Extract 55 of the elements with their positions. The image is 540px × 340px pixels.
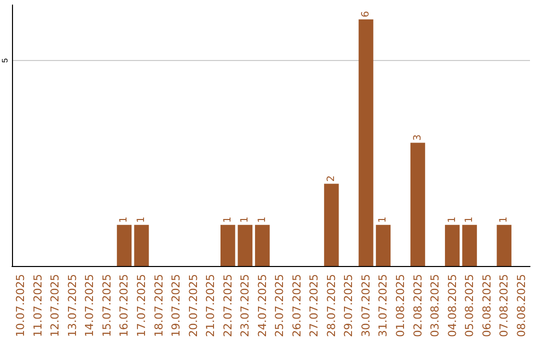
x-tick-label: 13.07.2025 xyxy=(66,274,79,338)
bar xyxy=(462,224,477,266)
x-tick-label: 14.07.2025 xyxy=(83,274,96,338)
data-label: 6 xyxy=(360,11,372,18)
x-tick-label: 05.08.2025 xyxy=(463,274,476,338)
x-tick-label: 26.07.2025 xyxy=(290,274,304,338)
bar xyxy=(496,224,512,266)
x-tick-label: 28.07.2025 xyxy=(324,274,338,338)
x-tick-label: 25.07.2025 xyxy=(273,274,286,338)
x-tick-label: 17.07.2025 xyxy=(135,274,148,338)
bar xyxy=(238,224,252,266)
x-tick-label: 24.07.2025 xyxy=(256,274,269,338)
x-tick-label: 02.08.2025 xyxy=(411,274,424,338)
bar xyxy=(134,224,149,266)
x-tick-label: 23.07.2025 xyxy=(238,274,252,338)
data-label: 1 xyxy=(378,216,389,223)
bar xyxy=(410,142,426,266)
x-tick-label: 12.07.2025 xyxy=(48,274,62,338)
data-label: 1 xyxy=(256,216,268,223)
x-tick-label: 30.07.2025 xyxy=(359,274,372,338)
bar xyxy=(116,224,132,266)
data-label: 3 xyxy=(412,134,424,141)
x-tick-label: 03.08.2025 xyxy=(428,274,442,338)
x-tick-label: 22.07.2025 xyxy=(221,274,234,338)
x-tick-label: 08.08.2025 xyxy=(514,274,528,338)
data-label: 1 xyxy=(446,216,458,223)
data-label: 1 xyxy=(464,216,476,223)
x-tick-label: 16.07.2025 xyxy=(118,274,131,338)
x-tick-label: 27.07.2025 xyxy=(308,274,321,338)
data-label: 1 xyxy=(118,216,130,223)
x-tick-label: 06.08.2025 xyxy=(480,274,494,338)
x-tick-label: 20.07.2025 xyxy=(186,274,200,338)
x-tick-label: 10.07.2025 xyxy=(14,274,28,338)
bar xyxy=(376,224,391,266)
x-tick-label: 07.08.2025 xyxy=(498,274,511,338)
data-label: 2 xyxy=(326,175,337,182)
bar xyxy=(444,224,460,266)
x-tick-label: 18.07.2025 xyxy=(152,274,166,338)
bar xyxy=(358,19,374,266)
x-tick-label: 31.07.2025 xyxy=(376,274,390,338)
bar xyxy=(255,224,270,266)
y-tick-label: 5 xyxy=(0,58,10,63)
data-label: 1 xyxy=(136,216,147,223)
x-tick-label: 21.07.2025 xyxy=(204,274,218,338)
bar xyxy=(220,224,236,266)
x-tick-label: 01.08.2025 xyxy=(394,274,407,338)
x-tick-label: 04.08.2025 xyxy=(446,274,459,338)
x-tick-label: 29.07.2025 xyxy=(342,274,356,338)
data-label: 1 xyxy=(240,216,251,223)
data-label: 1 xyxy=(222,216,234,223)
bar xyxy=(324,184,339,266)
x-tick-label: 11.07.2025 xyxy=(31,274,44,338)
x-tick-label: 15.07.2025 xyxy=(100,274,114,338)
x-tick-label: 19.07.2025 xyxy=(170,274,183,338)
data-label: 1 xyxy=(498,216,510,223)
